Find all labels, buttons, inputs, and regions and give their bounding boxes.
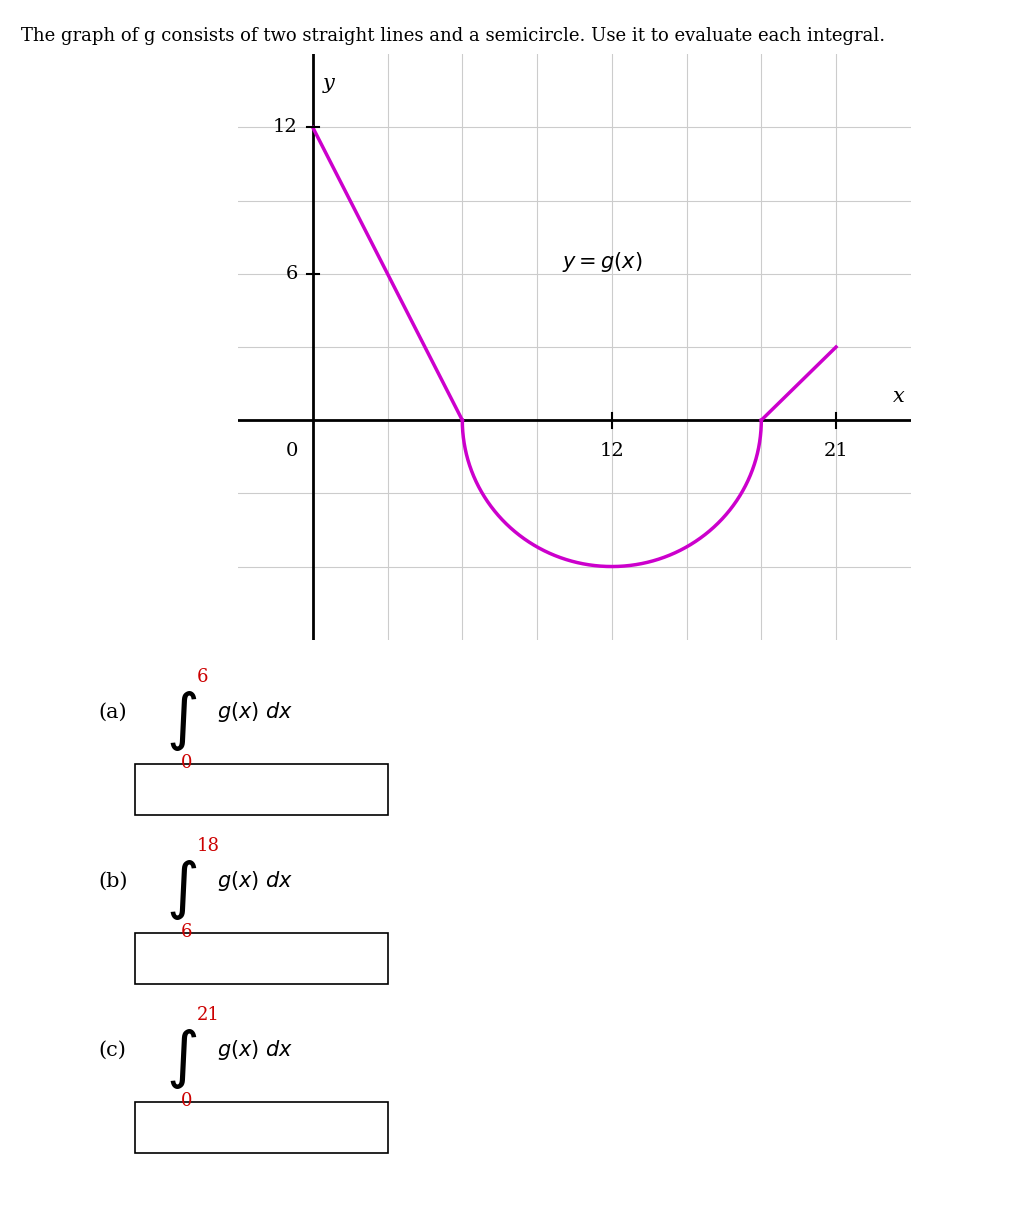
- Text: 21: 21: [824, 442, 849, 460]
- Text: 6: 6: [181, 923, 193, 941]
- Text: $g(x)\ dx$: $g(x)\ dx$: [217, 1038, 294, 1062]
- Text: $g(x)\ dx$: $g(x)\ dx$: [217, 700, 294, 724]
- Text: 18: 18: [197, 836, 219, 855]
- Text: 0: 0: [181, 754, 193, 772]
- Text: $y = g(x)$: $y = g(x)$: [562, 250, 643, 274]
- Text: (c): (c): [98, 1040, 126, 1060]
- Text: (a): (a): [98, 702, 127, 722]
- Text: 0: 0: [286, 442, 298, 460]
- Text: x: x: [892, 386, 905, 406]
- Text: $\int$: $\int$: [166, 857, 197, 922]
- Text: $\int$: $\int$: [166, 688, 197, 753]
- Text: 6: 6: [286, 264, 298, 282]
- Text: 12: 12: [273, 118, 298, 136]
- Text: $g(x)\ dx$: $g(x)\ dx$: [217, 869, 294, 893]
- Text: 12: 12: [599, 442, 624, 460]
- Text: 6: 6: [197, 667, 208, 686]
- Text: y: y: [323, 74, 334, 93]
- Text: $\int$: $\int$: [166, 1026, 197, 1091]
- Text: The graph of g consists of two straight lines and a semicircle. Use it to evalua: The graph of g consists of two straight …: [21, 27, 885, 45]
- Text: (b): (b): [98, 871, 128, 891]
- Text: 0: 0: [181, 1092, 193, 1110]
- Text: 21: 21: [197, 1005, 219, 1024]
